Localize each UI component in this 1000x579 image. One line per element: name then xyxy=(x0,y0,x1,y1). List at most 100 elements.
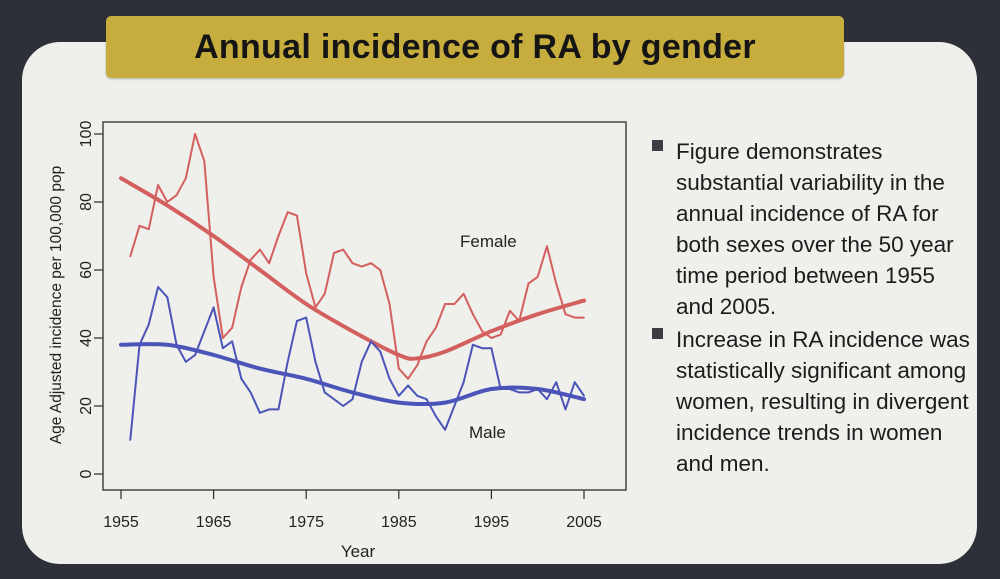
female-data-point xyxy=(194,133,196,135)
male-data-point xyxy=(333,398,335,401)
male-data-point xyxy=(129,439,132,441)
female-data-point xyxy=(462,292,465,295)
x-tick-label: 2005 xyxy=(566,514,602,531)
female-data-point xyxy=(564,313,567,316)
male-data-point xyxy=(175,343,178,346)
male-data-point xyxy=(444,428,446,431)
male-data-point xyxy=(555,381,558,384)
male-data-point xyxy=(184,360,187,363)
trend-layer xyxy=(119,176,586,407)
male-data-point xyxy=(379,350,382,353)
male-data-point xyxy=(231,340,234,343)
male-data-point xyxy=(388,377,391,380)
female-data-point xyxy=(351,262,354,265)
male-points xyxy=(129,286,585,441)
female-data-point xyxy=(360,265,363,268)
annotation-female: Female xyxy=(460,232,517,251)
female-data-point xyxy=(434,326,437,329)
female-data-point xyxy=(249,258,252,261)
female-data-point xyxy=(212,275,215,278)
female-data-point xyxy=(286,211,289,214)
female-data-point xyxy=(147,228,150,231)
female-data-point xyxy=(166,201,169,203)
male-data-point xyxy=(351,398,354,401)
female-data-point xyxy=(546,245,548,248)
male-data-point xyxy=(166,296,169,299)
bullet-square-icon xyxy=(652,140,663,151)
y-tick-label: 40 xyxy=(78,329,95,347)
male-data-point xyxy=(434,415,437,418)
male-data-point xyxy=(509,388,511,390)
male-series-line xyxy=(129,286,585,441)
male-data-point xyxy=(407,384,409,387)
female-data-point xyxy=(490,337,493,339)
female-data-point xyxy=(221,337,224,339)
male-data-point xyxy=(453,405,456,407)
male-data-point xyxy=(212,306,215,309)
male-data-point xyxy=(425,398,428,401)
x-tick-label: 1995 xyxy=(474,514,510,531)
bullet-text: Increase in RA incidence was statistical… xyxy=(676,327,970,476)
male-data-point xyxy=(296,320,298,322)
male-data-point xyxy=(462,381,465,384)
male-data-point xyxy=(342,405,345,407)
male-data-point xyxy=(138,343,141,346)
male-data-point xyxy=(564,408,567,411)
male-data-point xyxy=(397,394,400,397)
female-data-point xyxy=(407,377,409,380)
female-data-point xyxy=(323,292,326,295)
female-data-point xyxy=(157,184,159,186)
male-data-point xyxy=(147,323,150,326)
female-data-point xyxy=(518,320,521,322)
slide-title: Annual incidence of RA by gender xyxy=(194,27,756,66)
female-data-point xyxy=(555,282,558,285)
female-data-point xyxy=(397,367,400,370)
slide-panel xyxy=(22,42,977,564)
male-data-point xyxy=(416,394,419,397)
x-axis-label: Year xyxy=(341,542,376,561)
male-data-point xyxy=(546,398,548,401)
axes-layer: 1955 1965 1975 1985 1995 2005 0 20 40 60 80 100 xyxy=(78,121,602,531)
male-data-point xyxy=(481,347,484,350)
bullet-text: Figure demonstrates substantial variabil… xyxy=(676,139,954,319)
x-tick-label: 1955 xyxy=(103,514,139,531)
bullet-item: Increase in RA incidence was statistical… xyxy=(650,324,970,479)
x-tick-label: 1975 xyxy=(288,514,324,531)
male-data-point xyxy=(527,391,530,394)
female-data-point xyxy=(425,340,428,343)
male-data-point xyxy=(323,391,326,394)
male-data-point xyxy=(499,388,502,390)
male-data-point xyxy=(573,381,576,384)
female-data-point xyxy=(388,303,391,305)
y-axis-label: Age Adjusted incidence per 100,000 pop xyxy=(48,166,65,444)
female-data-point xyxy=(184,177,187,180)
female-data-point xyxy=(175,194,178,197)
y-tick-label: 20 xyxy=(78,397,95,415)
female-points xyxy=(129,133,585,380)
female-data-point xyxy=(444,303,446,305)
male-data-point xyxy=(490,347,493,350)
female-data-point xyxy=(259,248,261,251)
y-tick-label: 0 xyxy=(78,469,95,478)
male-data-point xyxy=(240,377,243,380)
male-data-point xyxy=(194,354,196,356)
female-data-point xyxy=(527,282,530,285)
female-data-point xyxy=(536,275,539,278)
female-data-point xyxy=(138,224,141,227)
male-data-point xyxy=(249,391,252,394)
female-data-point xyxy=(129,255,132,258)
female-series-line xyxy=(129,133,584,380)
female-data-point xyxy=(379,269,382,271)
male-data-point xyxy=(277,408,280,411)
female-data-point xyxy=(231,326,234,329)
y-tick-label: 60 xyxy=(78,261,95,279)
bullet-square-icon xyxy=(652,328,663,339)
female-data-point xyxy=(481,330,484,333)
female-data-point xyxy=(342,248,345,251)
female-data-point xyxy=(333,252,335,254)
male-data-point xyxy=(221,347,224,350)
male-data-point xyxy=(157,286,159,288)
female-data-point xyxy=(277,235,280,237)
bullet-item: Figure demonstrates substantial variabil… xyxy=(650,136,970,322)
